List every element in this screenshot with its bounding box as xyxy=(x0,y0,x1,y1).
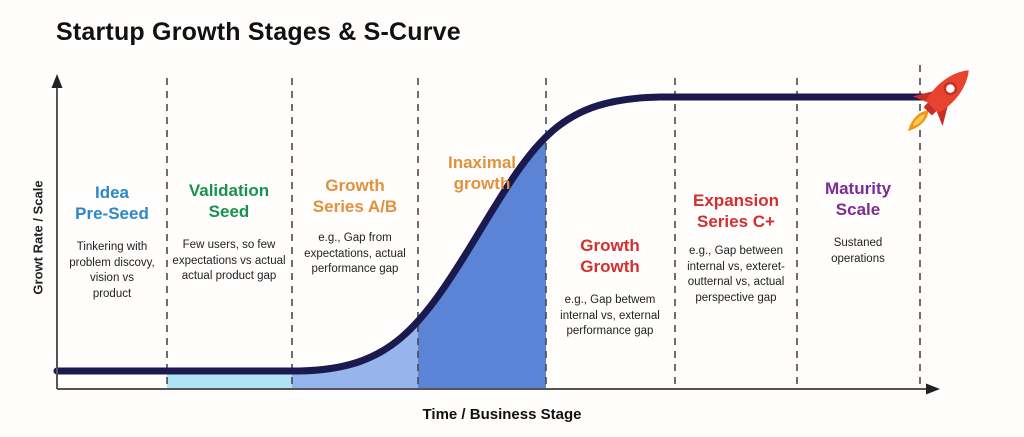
stage-description: Sustaned operations xyxy=(831,237,885,265)
rocket-icon xyxy=(907,70,969,132)
page-title: Startup Growth Stages & S-Curve xyxy=(56,18,461,46)
stage-description: e.g., Gap betwem internal vs, external p… xyxy=(560,294,660,338)
stage-maturity-scale: Maturity Scale Sustaned operations xyxy=(796,179,920,267)
fill-inaximal-growth-region xyxy=(418,137,546,389)
s-curve-path xyxy=(53,93,929,375)
stage-description: e.g., Gap between internal vs, exteret- … xyxy=(687,245,785,304)
x-axis-label: Time / Business Stage xyxy=(422,406,582,423)
stage-description: Few users, so few expectations vs actual… xyxy=(172,239,286,283)
stage-title: Growth Growth xyxy=(580,236,640,276)
y-axis xyxy=(51,74,63,389)
stage-growth-series-ab: Growth Series A/B e.g., Gap from expecta… xyxy=(289,176,421,278)
stage-description: Tinkering with problem discovy, vision v… xyxy=(69,241,155,300)
x-axis-arrow-icon xyxy=(926,383,940,395)
stage-validation-seed: Validation Seed Few users, so few expect… xyxy=(163,181,295,285)
stage-title: Maturity Scale xyxy=(824,179,892,219)
stage-idea-pre-seed: Idea Pre-Seed Tinkering with problem dis… xyxy=(50,183,174,302)
stage-growth-growth: Growth Growth e.g., Gap betwem internal … xyxy=(544,236,676,340)
y-axis-arrow-icon xyxy=(51,74,63,88)
stage-title: Growth Series A/B xyxy=(312,176,398,216)
fill-validation-seed-region xyxy=(167,371,292,389)
stage-title: Idea Pre-Seed xyxy=(75,183,149,223)
stage-title: Expansion Series C+ xyxy=(693,191,779,231)
stage-inaximal-growth: Inaximal growth xyxy=(418,153,546,194)
x-axis xyxy=(57,383,940,395)
stage-description: e.g., Gap from expectations, actual perf… xyxy=(304,232,406,276)
stage-expansion-series-c: Expansion Series C+ e.g., Gap between in… xyxy=(669,191,803,306)
stage-title: Inaximal growth xyxy=(447,153,517,193)
stage-title: Validation Seed xyxy=(188,181,270,221)
stage-divider-lines xyxy=(166,65,921,390)
